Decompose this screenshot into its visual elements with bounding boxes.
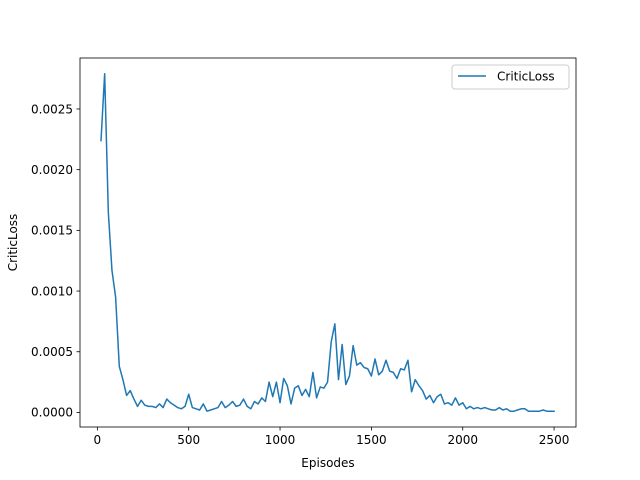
- plot-area: [80, 58, 576, 427]
- x-tick-label: 1500: [356, 433, 387, 447]
- y-axis: 0.0000 0.0005 0.0010 0.0015 0.0020 0.0025: [31, 102, 80, 420]
- x-tick-label: 2000: [447, 433, 478, 447]
- legend-box: [451, 64, 570, 90]
- series-layer: [100, 73, 555, 412]
- x-axis: 0 500 1000 1500 2000 2500: [94, 427, 570, 447]
- x-tick-label: 500: [177, 433, 200, 447]
- x-tick-label: 2500: [539, 433, 570, 447]
- legend: CriticLoss: [451, 64, 570, 90]
- y-tick-label: 0.0025: [31, 102, 73, 116]
- y-tick-label: 0.0020: [31, 163, 73, 177]
- legend-entry-criticloss: CriticLoss: [497, 70, 555, 84]
- plot-frame: [79, 57, 577, 428]
- x-tick-label: 1000: [265, 433, 296, 447]
- y-tick-label: 0.0000: [31, 406, 73, 420]
- y-tick-label: 0.0005: [31, 345, 73, 359]
- y-tick-label: 0.0010: [31, 284, 73, 298]
- y-tick-label: 0.0015: [31, 224, 73, 238]
- x-axis-label: Episodes: [301, 456, 354, 470]
- series-line-criticloss: [100, 73, 555, 412]
- y-axis-label: CriticLoss: [6, 214, 20, 272]
- x-tick-label: 0: [94, 433, 102, 447]
